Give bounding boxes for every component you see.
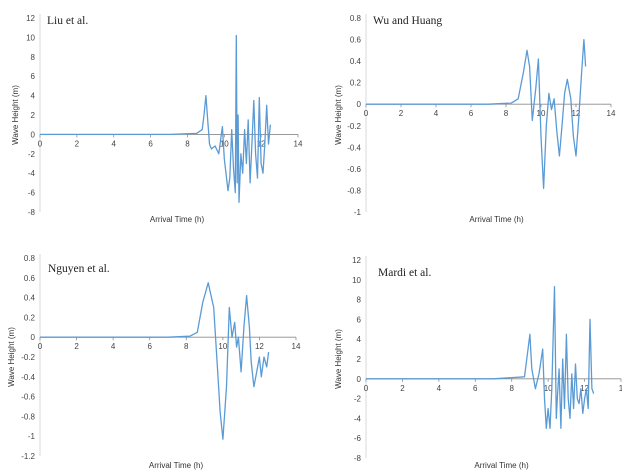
x-tick-label: 4	[111, 342, 116, 351]
y-tick-label: 0	[357, 375, 362, 384]
y-tick-label: 0.4	[350, 57, 362, 66]
x-tick-label: 14	[292, 342, 301, 351]
y-tick-label: -4	[28, 169, 36, 178]
x-tick-label: 0	[38, 139, 43, 148]
y-tick-label: 8	[357, 296, 362, 305]
x-tick-label: 8	[184, 342, 189, 351]
x-tick-label: 12	[255, 342, 264, 351]
x-tick-label: 10	[220, 139, 229, 148]
y-tick-label: 12	[26, 14, 35, 23]
y-tick-label: -1	[354, 208, 362, 217]
y-tick-label: 0.6	[24, 274, 36, 283]
y-tick-label: -6	[354, 434, 362, 443]
x-tick-label: 10	[218, 342, 227, 351]
y-tick-label: 0.2	[24, 313, 36, 322]
chart-title: Mardi et al.	[378, 267, 431, 279]
y-tick-label: -1.2	[21, 452, 35, 461]
x-tick-label: 2	[75, 139, 80, 148]
x-tick-label: 6	[148, 139, 153, 148]
x-tick-label: 6	[147, 342, 152, 351]
y-tick-label: 12	[352, 256, 361, 265]
chart-panel-liu: Liu et al. -8 -6 -4 -2 0 2 4 6 8 10 12 0 2 4 6 8 10 12 14 Ar…	[0, 0, 311, 236]
x-tick-label: 14	[294, 139, 303, 148]
chart-title: Wu and Huang	[373, 15, 442, 27]
y-tick-label: -6	[28, 189, 36, 198]
y-axis-label: Wave Height (m)	[7, 327, 16, 387]
chart-nguyen: Nguyen et al.-1.2-1-0.8-0.6-0.4-0.200.20…	[7, 254, 301, 470]
x-tick-label: 2	[400, 384, 405, 393]
y-tick-label: -0.6	[21, 393, 35, 402]
x-tick-label: 12	[572, 109, 581, 118]
y-tick-label: 4	[357, 335, 362, 344]
y-tick-label: -0.6	[347, 165, 361, 174]
y-tick-label: -0.2	[21, 353, 35, 362]
y-tick-label: -0.8	[347, 186, 361, 195]
chart-panel-nguyen: Nguyen et al. -1.2 -1 -0.8 -0.6 -0.4 -0.2 0 0.2 0…	[0, 236, 311, 473]
y-tick-label: 6	[31, 72, 36, 81]
y-tick-label: 0.4	[24, 294, 36, 303]
y-tick-label: 0	[31, 130, 36, 139]
y-tick-label: -0.4	[347, 143, 361, 152]
y-tick-label: -0.8	[21, 412, 35, 421]
y-tick-label: -4	[354, 414, 362, 423]
x-tick-label: 8	[509, 384, 514, 393]
x-axis-label: Arrival Time (h)	[469, 215, 524, 224]
y-tick-label: 0	[31, 333, 36, 342]
y-tick-label: -0.2	[347, 122, 361, 131]
y-tick-label: 2	[357, 355, 362, 364]
x-tick-label: 14	[607, 109, 616, 118]
x-tick-label: 6	[473, 384, 478, 393]
x-axis-label: Arrival Time (h)	[474, 461, 529, 470]
series-line	[40, 282, 270, 440]
chart-wu-huang: Wu and Huang-1-0.8-0.6-0.4-0.200.20.40.6…	[334, 14, 616, 224]
y-tick-label: 0	[357, 100, 362, 109]
y-tick-label: -1	[28, 432, 36, 441]
x-tick-label: 6	[469, 109, 474, 118]
y-tick-label: -8	[354, 454, 362, 463]
y-tick-label: 4	[31, 92, 36, 101]
x-tick-label: 10	[537, 109, 546, 118]
y-tick-label: -8	[28, 208, 36, 217]
y-tick-label: -2	[354, 395, 362, 404]
x-tick-label: 2	[74, 342, 79, 351]
x-tick-label: 8	[185, 139, 190, 148]
y-tick-label: -2	[28, 150, 36, 159]
y-tick-label: 0.2	[350, 79, 362, 88]
series-line	[366, 38, 587, 189]
x-tick-label: 4	[437, 384, 442, 393]
y-axis-label: Wave Height (m)	[334, 329, 343, 389]
y-tick-label: -0.4	[21, 373, 35, 382]
y-tick-label: 10	[26, 33, 35, 42]
x-tick-label: 4	[111, 139, 116, 148]
y-tick-label: 10	[352, 276, 361, 285]
y-tick-label: 0.8	[24, 254, 36, 263]
y-axis-label: Wave Height (m)	[11, 85, 20, 145]
y-tick-label: 6	[357, 315, 362, 324]
x-tick-label: 12	[580, 384, 589, 393]
x-axis-label: Arrival Time (h)	[150, 215, 205, 224]
x-tick-label: 8	[504, 109, 509, 118]
y-tick-label: 0.8	[350, 14, 362, 23]
x-axis-label: Arrival Time (h)	[149, 461, 204, 470]
y-tick-label: 0.6	[350, 36, 362, 45]
chart-title: Nguyen et al.	[48, 263, 110, 275]
chart-title: Liu et al.	[47, 15, 88, 27]
x-tick-label: 4	[434, 109, 439, 118]
series-line	[366, 286, 595, 429]
y-tick-label: 2	[31, 111, 36, 120]
x-tick-label: 0	[364, 384, 369, 393]
x-tick-label: 1	[619, 384, 622, 393]
chart-panel-mardi: Mardi et al. -8 -6 -4 -2 0 2 4 6 8 10 12 0 2 4 6 8 10 12 1 A…	[311, 236, 622, 473]
x-tick-label: 0	[364, 109, 369, 118]
y-tick-label: 8	[31, 53, 36, 62]
x-tick-label: 0	[38, 342, 43, 351]
y-axis-label: Wave Height (m)	[334, 85, 343, 145]
x-tick-label: 10	[544, 384, 553, 393]
series-line	[40, 34, 272, 203]
x-tick-label: 12	[257, 139, 266, 148]
x-tick-label: 2	[399, 109, 404, 118]
chart-panel-wu-huang: Wu and Huang -1 -0.8 -0.6 -0.4 -0.2 0 0.2 0.4 0.6…	[311, 0, 622, 236]
